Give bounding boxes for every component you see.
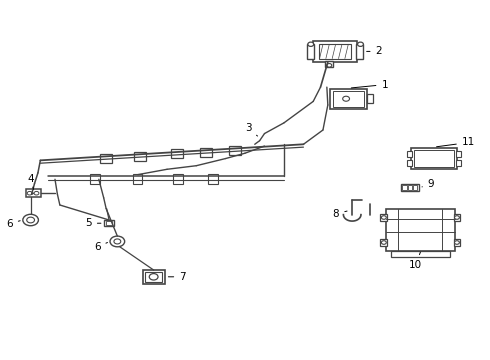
Circle shape — [114, 239, 121, 244]
Bar — [386, 208, 455, 251]
Bar — [411, 148, 457, 169]
Text: 10: 10 — [409, 252, 422, 270]
Bar — [100, 154, 112, 163]
Circle shape — [34, 192, 39, 195]
Bar — [145, 272, 162, 282]
Bar — [104, 220, 115, 226]
Circle shape — [308, 42, 314, 46]
Bar — [307, 44, 314, 59]
Bar — [208, 174, 218, 184]
Text: 6: 6 — [94, 242, 107, 252]
Bar — [319, 44, 351, 59]
Circle shape — [343, 96, 349, 101]
Bar — [229, 146, 241, 155]
Text: 8: 8 — [333, 209, 347, 219]
Bar — [414, 150, 454, 167]
Bar — [200, 148, 212, 157]
Bar — [172, 149, 183, 158]
Circle shape — [381, 241, 386, 244]
Bar — [407, 152, 412, 157]
Text: 9: 9 — [422, 179, 434, 189]
Text: 11: 11 — [437, 138, 475, 148]
Circle shape — [27, 217, 34, 223]
Bar — [90, 174, 100, 184]
Text: 2: 2 — [367, 46, 382, 57]
Bar — [408, 185, 412, 190]
Bar — [333, 91, 365, 107]
Bar — [367, 94, 373, 103]
Bar — [380, 239, 387, 246]
Circle shape — [110, 236, 124, 247]
Bar — [143, 270, 165, 284]
Bar — [325, 62, 333, 67]
Bar — [356, 44, 363, 59]
Bar — [407, 160, 412, 166]
Text: 3: 3 — [245, 123, 258, 136]
Circle shape — [358, 42, 364, 46]
Bar — [380, 214, 387, 221]
Bar — [26, 189, 41, 197]
Text: 6: 6 — [6, 219, 20, 229]
Circle shape — [27, 192, 32, 195]
Bar — [402, 185, 407, 190]
Circle shape — [23, 214, 38, 226]
Bar — [401, 184, 419, 192]
Bar — [456, 160, 461, 166]
Bar — [330, 89, 367, 109]
Bar — [173, 174, 182, 184]
Text: 4: 4 — [27, 174, 34, 189]
Circle shape — [455, 216, 460, 219]
Bar — [456, 152, 461, 157]
Bar — [391, 251, 450, 257]
Text: 7: 7 — [169, 272, 186, 282]
Circle shape — [381, 216, 386, 219]
Circle shape — [327, 64, 332, 67]
Bar — [106, 221, 113, 225]
Text: 5: 5 — [85, 218, 101, 228]
Text: 1: 1 — [351, 80, 388, 90]
Bar — [413, 185, 417, 190]
Circle shape — [149, 274, 158, 280]
Bar — [454, 239, 460, 246]
Circle shape — [455, 241, 460, 244]
Bar — [134, 152, 146, 161]
Bar — [133, 174, 142, 184]
Bar — [454, 214, 460, 221]
Bar — [313, 41, 357, 62]
